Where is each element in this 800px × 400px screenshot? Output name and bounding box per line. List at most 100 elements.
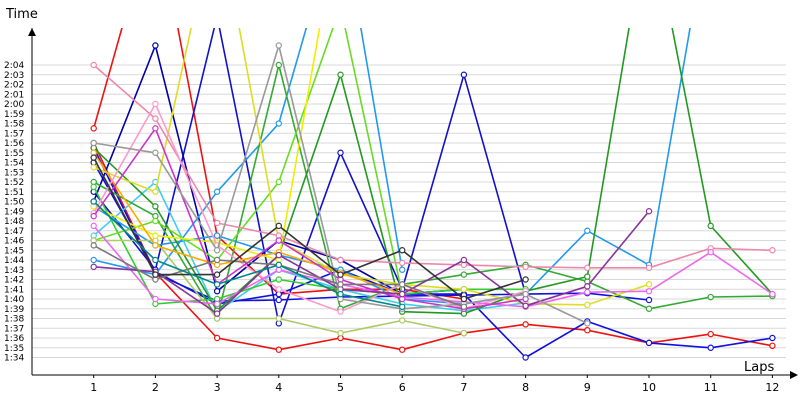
- data-point: [152, 115, 159, 122]
- data-point: [275, 222, 282, 230]
- data-point: [522, 321, 529, 328]
- data-point: [460, 256, 468, 264]
- series-line: [92, 147, 650, 302]
- data-point: [460, 71, 468, 78]
- y-tick-label: 1:40: [4, 295, 24, 305]
- series-line: [93, 225, 773, 308]
- data-point: [213, 300, 221, 308]
- y-tick-label: 1:58: [4, 120, 24, 130]
- data-point: [584, 288, 591, 296]
- data-point: [337, 308, 344, 315]
- data-point: [90, 139, 97, 147]
- data-point: [707, 293, 714, 301]
- series-line: [92, 142, 773, 351]
- series-line: [93, 28, 403, 295]
- data-point: [645, 305, 653, 312]
- data-point: [769, 247, 776, 254]
- data-point: [90, 263, 97, 271]
- series-line: [93, 162, 773, 359]
- data-point: [275, 42, 282, 49]
- data-point: [275, 61, 282, 69]
- data-point: [275, 276, 282, 283]
- x-tick-label: 9: [584, 381, 591, 394]
- series-line: [93, 28, 650, 306]
- y-tick-label: 1:39: [4, 305, 24, 315]
- y-tick-label: 1:43: [4, 266, 24, 276]
- y-axis-arrow: [28, 28, 36, 36]
- data-point: [275, 315, 282, 322]
- data-point: [460, 329, 468, 337]
- y-tick-label: 2:00: [4, 100, 24, 110]
- data-point: [152, 149, 159, 156]
- data-point: [584, 301, 591, 309]
- y-tick-label: 2:01: [4, 90, 24, 100]
- axes: [28, 28, 798, 379]
- data-point: [152, 242, 159, 249]
- data-point: [707, 344, 714, 351]
- data-point: [584, 273, 591, 280]
- data-point: [90, 222, 97, 230]
- y-tick-label: 1:47: [4, 227, 24, 237]
- data-point: [399, 259, 406, 267]
- data-point: [645, 296, 653, 304]
- series-line: [93, 210, 650, 315]
- data-point: [275, 120, 282, 127]
- data-point: [645, 208, 653, 215]
- data-point: [90, 212, 97, 220]
- x-tick-label: 3: [214, 381, 221, 394]
- data-point: [707, 248, 714, 256]
- data-point: [152, 256, 159, 264]
- data-point: [399, 317, 406, 324]
- data-point: [769, 342, 776, 349]
- y-tick-label: 2:03: [4, 71, 24, 81]
- data-point: [213, 310, 221, 317]
- y-tick-label: 1:36: [4, 334, 24, 344]
- x-tick-label: 10: [642, 381, 656, 394]
- data-point: [337, 71, 344, 78]
- data-point: [152, 232, 159, 239]
- y-tick-label: 1:52: [4, 178, 24, 188]
- y-tick-label: 1:41: [4, 285, 24, 295]
- data-point: [213, 334, 221, 342]
- series-line: [93, 28, 403, 276]
- y-tick-label: 1:35: [4, 344, 24, 354]
- data-point: [460, 271, 468, 278]
- data-point: [707, 222, 714, 230]
- data-point: [213, 271, 221, 278]
- series-23: [90, 42, 591, 327]
- data-point: [152, 217, 159, 225]
- data-point: [522, 354, 529, 361]
- series-line: [93, 127, 526, 310]
- data-point: [337, 290, 344, 298]
- data-point: [213, 288, 221, 295]
- data-point: [213, 281, 221, 288]
- y-tick-label: 1:53: [4, 168, 24, 178]
- data-point: [522, 302, 529, 310]
- y-tick-label: 1:59: [4, 110, 24, 120]
- series-line: [93, 28, 773, 315]
- x-axis-title: Laps: [744, 360, 774, 375]
- data-point: [399, 247, 406, 254]
- x-tick-label: 4: [275, 381, 282, 394]
- y-tick-labels: 1:341:351:361:371:381:391:401:411:421:43…: [4, 61, 24, 364]
- data-point: [645, 264, 653, 271]
- data-point: [152, 188, 159, 195]
- data-point: [275, 286, 282, 293]
- data-point: [213, 232, 221, 239]
- data-point: [90, 164, 97, 171]
- data-point: [213, 247, 221, 254]
- y-tick-label: 1:34: [4, 354, 24, 364]
- data-point: [90, 242, 97, 249]
- series-line: [93, 64, 773, 320]
- data-point: [213, 188, 221, 195]
- y-tick-label: 1:44: [4, 256, 24, 266]
- data-point: [152, 125, 159, 132]
- data-point: [275, 251, 282, 259]
- data-point: [584, 264, 591, 271]
- x-axis-arrow: [790, 371, 798, 379]
- data-point: [90, 125, 97, 132]
- data-point: [90, 198, 97, 205]
- series-line: [93, 200, 403, 308]
- data-point: [337, 256, 344, 264]
